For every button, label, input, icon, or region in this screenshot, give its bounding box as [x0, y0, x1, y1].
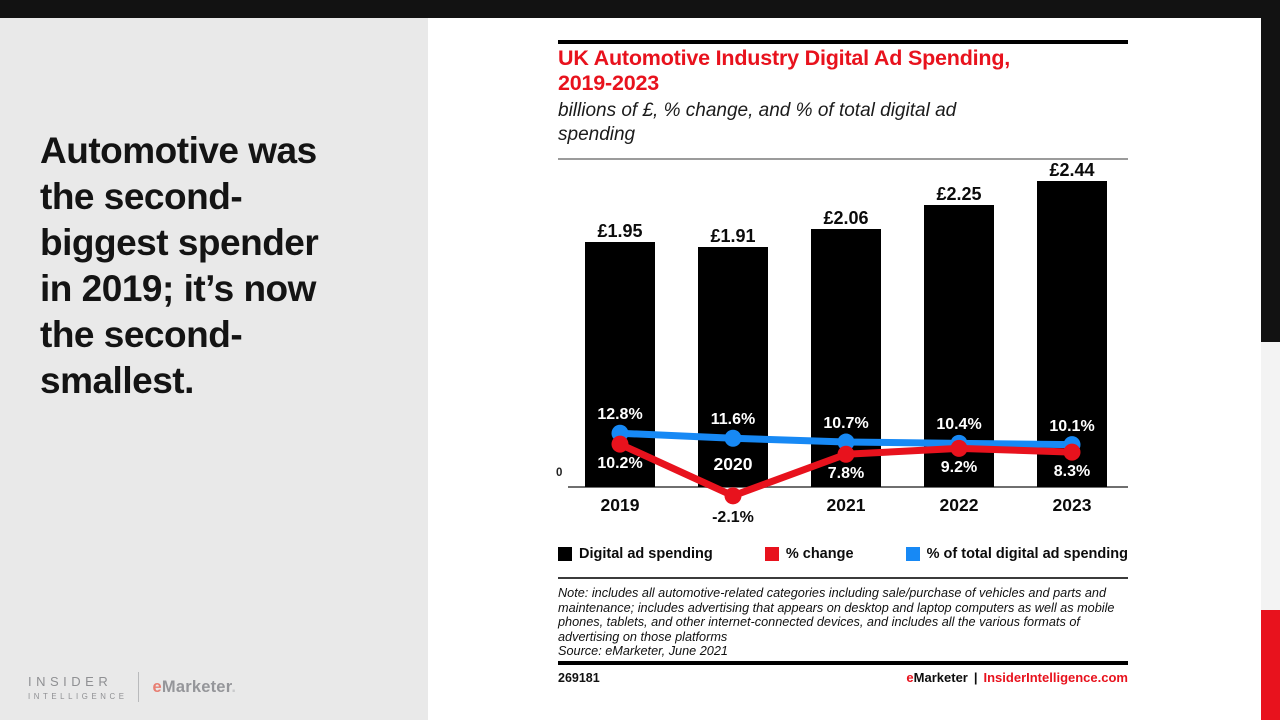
- data-point: [724, 429, 742, 447]
- brand-logos: INSIDER INTELLIGENCE eMarketer.: [28, 672, 236, 702]
- legend-item-1: % change: [764, 546, 854, 562]
- data-point: [837, 433, 855, 451]
- bar-value-label-2023: £2.44: [1049, 160, 1095, 181]
- data-point: [837, 445, 855, 463]
- plot-area: 0 £1.95 2019 £1.91 2020 £2.06 2021 £2.25 2022 £2…: [556, 160, 1128, 528]
- headline-line: the second-: [40, 314, 243, 355]
- right-edge-red-block: [1261, 610, 1280, 720]
- data-point: [611, 435, 629, 453]
- line-value-label: 11.6%: [710, 411, 756, 429]
- chart-subtitle: billions of £, % change, and % of total …: [558, 99, 1138, 147]
- x-tick-label-2022: 2022: [939, 495, 979, 515]
- right-edge-gray-block: [1261, 342, 1280, 610]
- line-value-label: 7.8%: [827, 465, 865, 483]
- chart-title: UK Automotive Industry Digital Ad Spendi…: [558, 46, 1138, 95]
- bar-2023: [1037, 181, 1107, 487]
- note-block: Note: includes all automotive-related ca…: [558, 586, 1136, 659]
- line-value-label: 8.3%: [1053, 463, 1091, 481]
- legend-item-0: Digital ad spending: [558, 546, 713, 562]
- emarketer-logo: eMarketer.: [153, 678, 237, 697]
- x-tick-label-2020: 2020: [713, 454, 753, 474]
- legend-swatch: [905, 547, 920, 561]
- insider-logo-text: INSIDER: [28, 673, 113, 689]
- line-value-label: 9.2%: [940, 459, 978, 477]
- footer-emarketer-e: e: [906, 670, 914, 685]
- chart-id: 269181: [558, 671, 600, 685]
- legend: Digital ad spending % change % of total di…: [558, 546, 1128, 562]
- headline-line: the second-: [40, 176, 243, 217]
- chart-subtitle-line1: billions of £, % change, and % of total …: [558, 100, 957, 121]
- line-value-label: 10.4%: [936, 416, 982, 434]
- data-point: [724, 487, 742, 505]
- bar-value-label-2019: £1.95: [597, 221, 643, 242]
- axis-zero-label: 0: [556, 467, 563, 479]
- emarketer-logo-rest: Marketer: [161, 677, 232, 696]
- footer-rule: [558, 661, 1128, 665]
- legend-rule: [558, 577, 1128, 579]
- legend-label: % change: [785, 546, 854, 562]
- chart-footer: 269181 eMarketer | InsiderIntelligence.com: [558, 670, 1128, 685]
- line-series: [611, 424, 1081, 505]
- line-value-label: 12.8%: [597, 406, 643, 424]
- headline-line: biggest spender: [40, 222, 319, 263]
- bar-value-label-2022: £2.25: [936, 183, 982, 204]
- footer-brand: eMarketer | InsiderIntelligence.com: [906, 670, 1128, 685]
- intelligence-logo-text: INTELLIGENCE: [28, 691, 128, 701]
- chart-title-line1: UK Automotive Industry Digital Ad Spendi…: [558, 46, 1011, 70]
- note-text: Note: includes all automotive-related ca…: [558, 586, 1115, 644]
- data-point: [950, 439, 968, 457]
- footer-site-link: InsiderIntelligence.com: [983, 670, 1129, 685]
- title-top-rule: [558, 40, 1128, 44]
- legend-swatch: [558, 547, 572, 561]
- x-axis-line: [568, 486, 1128, 488]
- legend-swatch: [764, 547, 779, 561]
- headline-line: Automotive was: [40, 130, 317, 171]
- x-tick-label-2019: 2019: [600, 495, 640, 515]
- legend-label: % of total digital ad spending: [926, 546, 1128, 562]
- bar-value-label-2021: £2.06: [823, 207, 869, 228]
- chart-title-line2: 2019-2023: [558, 70, 660, 95]
- legend-item-2: % of total digital ad spending: [905, 546, 1128, 562]
- plot-top-rule: [558, 158, 1128, 160]
- footer-separator: |: [973, 670, 978, 685]
- headline: Automotive was the second- biggest spend…: [40, 128, 319, 404]
- x-tick-label-2023: 2023: [1052, 495, 1092, 515]
- line-value-label: 10.7%: [823, 415, 869, 433]
- headline-line: smallest.: [40, 360, 194, 401]
- line-value-label: 10.2%: [597, 455, 643, 473]
- logo-divider: [137, 672, 139, 702]
- data-point: [1063, 443, 1081, 461]
- footer-emarketer-rest: Marketer: [913, 670, 968, 685]
- left-panel: Automotive was the second- biggest spend…: [0, 18, 428, 720]
- chart-subtitle-line2: spending: [558, 124, 636, 145]
- line-value-label: 10.1%: [1049, 417, 1095, 435]
- bar-value-label-2020: £1.91: [710, 226, 756, 247]
- chart-card: UK Automotive Industry Digital Ad Spendi…: [428, 18, 1261, 720]
- source-text: Source: eMarketer, June 2021: [558, 644, 728, 659]
- line-value-label: -2.1%: [712, 509, 754, 526]
- x-tick-label-2021: 2021: [826, 495, 866, 515]
- emarketer-logo-dot: .: [231, 677, 237, 696]
- emarketer-logo-e: e: [152, 677, 162, 696]
- bar-2020: [698, 247, 768, 487]
- insider-intelligence-logo: INSIDER INTELLIGENCE: [28, 674, 128, 701]
- headline-line: in 2019; it’s now: [40, 268, 316, 309]
- legend-label: Digital ad spending: [579, 546, 713, 562]
